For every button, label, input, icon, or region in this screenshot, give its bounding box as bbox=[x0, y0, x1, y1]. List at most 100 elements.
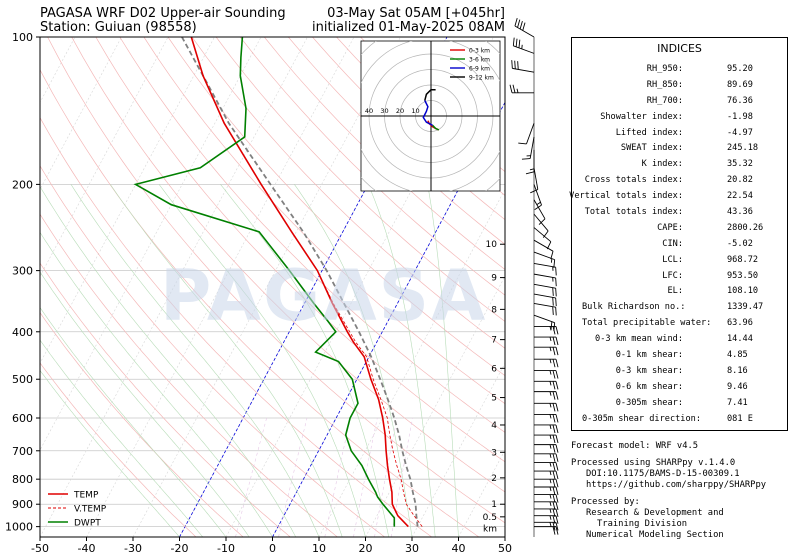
index-value: 35.32 bbox=[727, 159, 753, 170]
barb-shaft bbox=[533, 213, 549, 232]
isotherm-line bbox=[86, 37, 355, 537]
barb-flag bbox=[555, 403, 559, 412]
barb-shaft bbox=[533, 283, 556, 289]
barb-flag bbox=[555, 501, 559, 510]
barb-flag bbox=[555, 359, 559, 368]
forecast-model: Forecast model: WRF v4.5 bbox=[571, 441, 699, 451]
barb-flag bbox=[552, 479, 556, 488]
moist-adiabat bbox=[220, 184, 390, 537]
org-line-2: Training Division bbox=[597, 519, 688, 529]
barb-flag bbox=[552, 470, 556, 480]
barb-shaft bbox=[533, 262, 556, 268]
moist-adiabat bbox=[158, 184, 366, 537]
index-row: CIN: -5.02 bbox=[572, 237, 787, 253]
index-row: EL: 108.10 bbox=[572, 284, 787, 300]
barb-flag bbox=[552, 381, 556, 390]
index-value: 245.18 bbox=[727, 143, 759, 154]
pressure-tick-label: 100 bbox=[12, 31, 33, 44]
dry-adiabat bbox=[239, 37, 505, 296]
barb-flag bbox=[550, 321, 553, 330]
index-label: 0-3 km mean wind: bbox=[595, 334, 683, 345]
index-row: RH_700: 76.36 bbox=[572, 94, 787, 110]
height-tick-label: km bbox=[483, 525, 497, 535]
index-label: CIN: bbox=[662, 238, 683, 249]
height-tick-label: 2 bbox=[491, 474, 497, 484]
pressure-tick-label: 700 bbox=[12, 445, 33, 458]
wind-barb bbox=[534, 526, 559, 535]
wind-barb bbox=[533, 302, 557, 316]
isotherm-line bbox=[40, 37, 122, 190]
index-row: Cross totals index: 20.82 bbox=[572, 173, 787, 189]
temperature-line bbox=[190, 37, 409, 528]
wind-barb bbox=[534, 336, 559, 346]
barb-flag bbox=[552, 359, 556, 368]
pressure-tick-label: 200 bbox=[12, 178, 33, 191]
barb-flag bbox=[552, 287, 554, 296]
dry-adiabat bbox=[40, 262, 291, 537]
dry-adiabat bbox=[47, 37, 505, 524]
height-tick-label: 7 bbox=[491, 336, 497, 346]
wind-barb bbox=[533, 213, 549, 238]
barb-shaft bbox=[533, 314, 555, 324]
barb-flag bbox=[552, 462, 556, 471]
barb-flag bbox=[555, 470, 559, 480]
barb-half-flag bbox=[549, 347, 552, 352]
height-tick-label: 1 bbox=[491, 500, 497, 510]
x-tick-label: 0 bbox=[269, 542, 276, 555]
pressure-tick-label: 900 bbox=[12, 498, 33, 511]
barb-half-flag bbox=[549, 381, 552, 386]
index-value: 968.72 bbox=[727, 254, 759, 265]
mixing-ratio-line bbox=[324, 417, 351, 537]
barb-half-flag bbox=[549, 501, 552, 506]
index-value: 95.20 bbox=[727, 64, 753, 74]
repo-url: https://github.com/sharppy/SHARPpy bbox=[586, 480, 767, 490]
index-row: CAPE: 2800.26 bbox=[572, 221, 787, 237]
index-label: 0-3 km shear: bbox=[615, 365, 683, 376]
index-value: 76.36 bbox=[727, 95, 753, 106]
hodograph: 50 40 30 20 10 0-3 km 3-6 km 6-9 km 9-12 km bbox=[360, 40, 501, 192]
moist-adiabat bbox=[70, 184, 320, 537]
processed-by: Processed by: bbox=[571, 497, 640, 507]
barb-flag bbox=[555, 267, 557, 276]
wind-barb bbox=[534, 453, 559, 462]
index-row: LFC: 953.50 bbox=[572, 269, 787, 285]
index-row: 0-305m shear direction: 081 E bbox=[572, 412, 787, 428]
mixing-ratio-line bbox=[235, 417, 267, 537]
barb-flag bbox=[522, 22, 526, 31]
index-row: Bulk Richardson no.: 1339.47 bbox=[572, 300, 787, 316]
hodograph-legend-label: 0-3 km bbox=[469, 48, 490, 55]
index-value: 14.44 bbox=[727, 334, 753, 345]
org-line-3: Numerical Modeling Section bbox=[586, 530, 724, 540]
barb-flag bbox=[555, 288, 557, 297]
isotherm-line bbox=[40, 37, 215, 364]
dry-adiabat bbox=[40, 165, 385, 537]
barb-flag bbox=[509, 84, 513, 93]
isotherm-line bbox=[40, 37, 308, 537]
height-tick-label: 0.5 bbox=[483, 513, 497, 523]
barb-flag bbox=[555, 515, 559, 524]
barb-flag bbox=[552, 424, 556, 434]
dry-adiabat bbox=[40, 362, 197, 537]
barb-flag bbox=[555, 479, 559, 488]
hodograph-trace-6-9 bbox=[422, 100, 433, 126]
barb-flag bbox=[512, 84, 516, 93]
wind-barb bbox=[534, 486, 559, 496]
barb-flag bbox=[555, 508, 559, 518]
wind-barb bbox=[518, 123, 535, 145]
mixing-ratio-line bbox=[353, 417, 378, 537]
barb-flag bbox=[555, 494, 559, 503]
barb-half-flag bbox=[549, 391, 552, 396]
wind-barb bbox=[511, 60, 535, 73]
barb-flag bbox=[555, 444, 559, 453]
dry-adiabat bbox=[40, 68, 480, 537]
barb-flag bbox=[555, 307, 557, 316]
wind-barb bbox=[530, 167, 539, 194]
index-row: Total totals index: 43.36 bbox=[572, 205, 787, 221]
index-value: 081 E bbox=[727, 413, 753, 424]
barb-flag bbox=[519, 20, 523, 30]
barb-flag bbox=[552, 297, 554, 306]
wind-barb bbox=[534, 434, 559, 444]
index-row: 0-1 km shear: 4.85 bbox=[572, 348, 787, 364]
indices-panel: INDICES RH_950: 95.20 RH_850: 89.69 RH_700: 7… bbox=[569, 37, 788, 431]
org-line-1: Research & Development and bbox=[586, 508, 724, 518]
